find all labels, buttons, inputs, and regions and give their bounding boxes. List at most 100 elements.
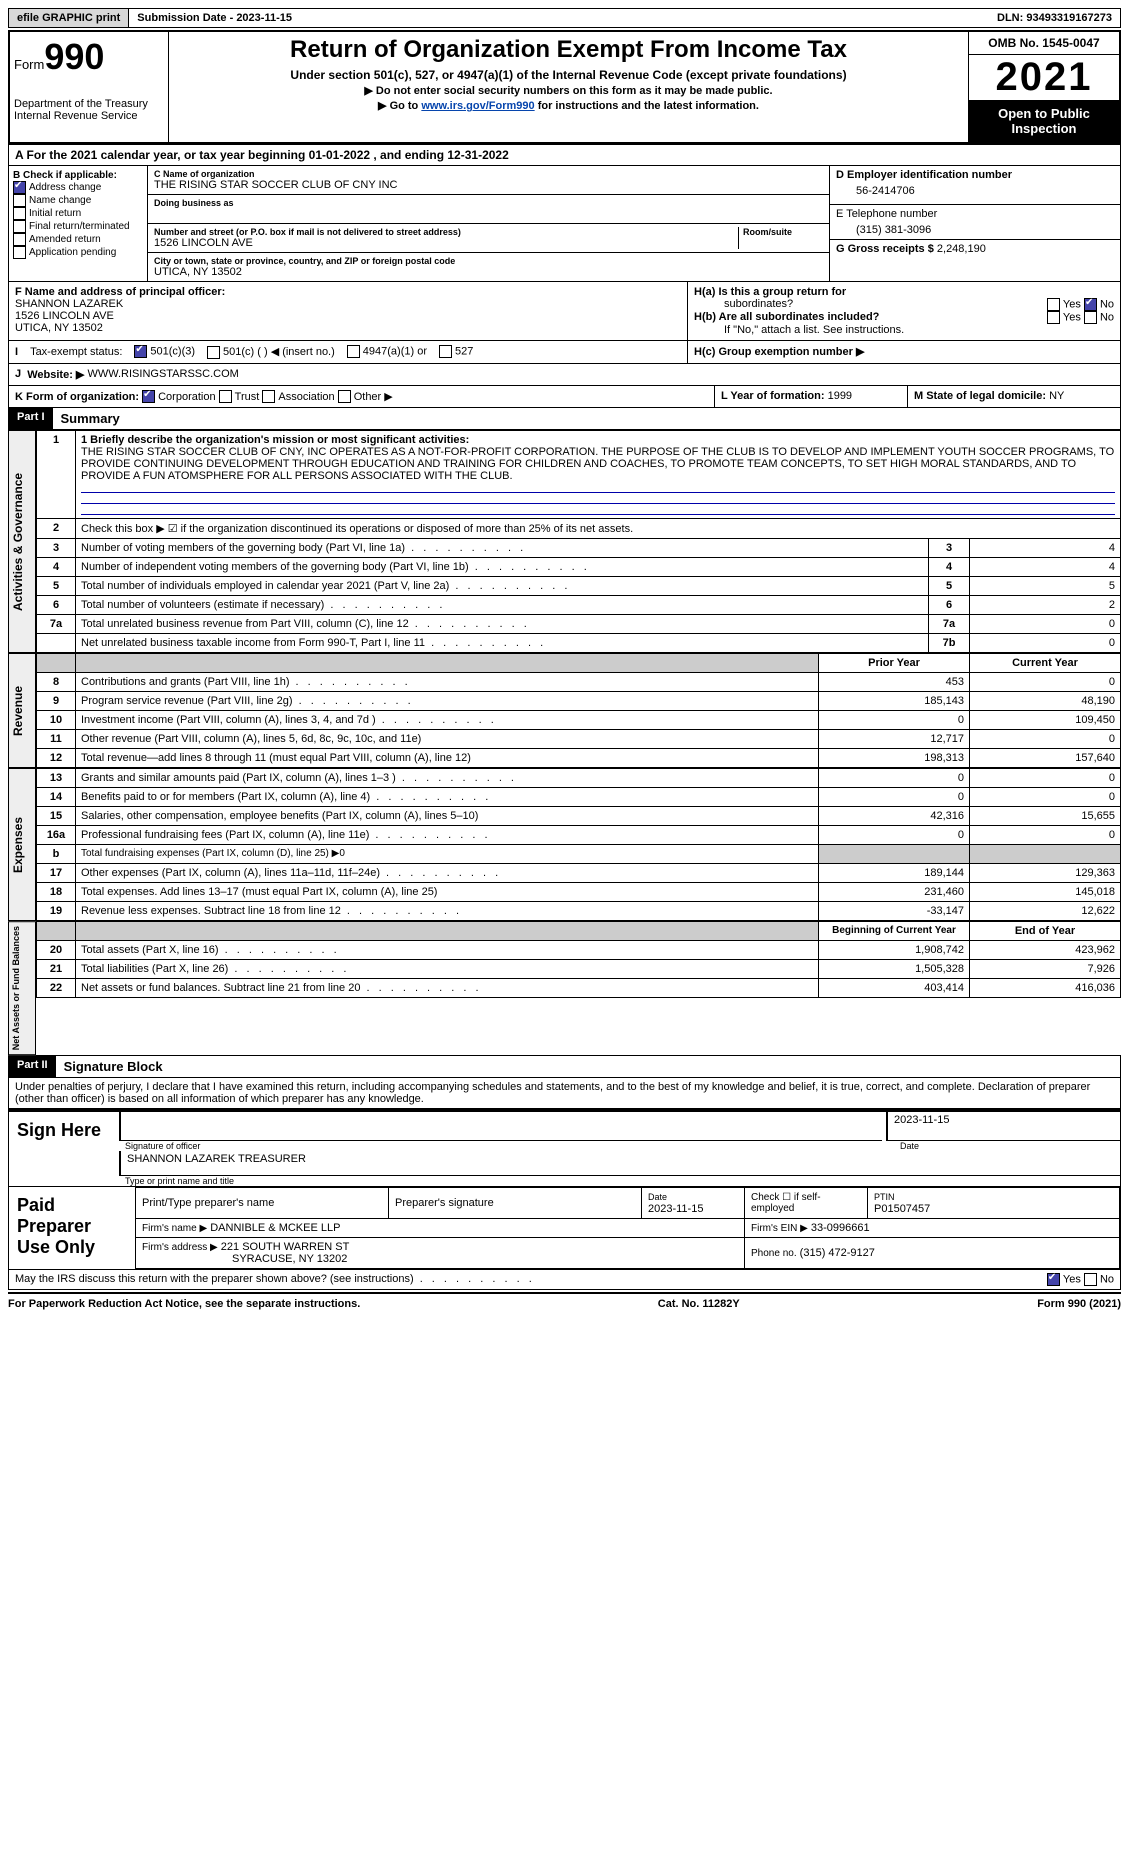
line21-cy: 7,926 bbox=[970, 960, 1121, 979]
line13-cy: 0 bbox=[970, 769, 1121, 788]
chk-final-return[interactable] bbox=[13, 220, 26, 233]
dln: DLN: 93493319167273 bbox=[989, 9, 1120, 27]
line20-py: 1,908,742 bbox=[819, 941, 970, 960]
irs-label: Internal Revenue Service bbox=[14, 110, 164, 122]
line22-cy: 416,036 bbox=[970, 979, 1121, 998]
chk-other[interactable] bbox=[338, 390, 351, 403]
chk-corp[interactable] bbox=[142, 390, 155, 403]
line11-cy: 0 bbox=[970, 730, 1121, 749]
line4-val: 4 bbox=[970, 558, 1121, 577]
chk-4947[interactable] bbox=[347, 345, 360, 358]
line22-py: 403,414 bbox=[819, 979, 970, 998]
mission-text: THE RISING STAR SOCCER CLUB OF CNY, INC … bbox=[81, 446, 1115, 482]
line20-cy: 423,962 bbox=[970, 941, 1121, 960]
row-a-tax-year: A For the 2021 calendar year, or tax yea… bbox=[8, 145, 1121, 166]
chk-ha-yes[interactable] bbox=[1047, 298, 1060, 311]
street-address: 1526 LINCOLN AVE bbox=[154, 237, 734, 249]
line14-py: 0 bbox=[819, 788, 970, 807]
form990-link[interactable]: www.irs.gov/Form990 bbox=[421, 100, 534, 112]
form990-label: Form990 bbox=[14, 36, 164, 78]
part1-header: Part I Summary bbox=[8, 408, 1121, 430]
officer-name: SHANNON LAZAREK bbox=[15, 298, 681, 310]
chk-trust[interactable] bbox=[219, 390, 232, 403]
side-expenses: Expenses bbox=[8, 768, 36, 921]
line15-py: 42,316 bbox=[819, 807, 970, 826]
chk-501c[interactable] bbox=[207, 346, 220, 359]
form-header: Form990 Department of the Treasury Inter… bbox=[8, 30, 1121, 145]
side-netassets: Net Assets or Fund Balances bbox=[8, 921, 36, 1055]
section-revenue: Revenue Prior YearCurrent Year 8Contribu… bbox=[8, 653, 1121, 768]
col-d-ein: D Employer identification number 56-2414… bbox=[829, 166, 1120, 281]
line11-py: 12,717 bbox=[819, 730, 970, 749]
line17-cy: 129,363 bbox=[970, 864, 1121, 883]
efile-label: efile GRAPHIC print bbox=[9, 9, 129, 27]
col-c-org: C Name of organization THE RISING STAR S… bbox=[148, 166, 829, 281]
row-j-website: J Website: ▶ WWW.RISINGSTARSSC.COM bbox=[8, 364, 1121, 386]
dept-label: Department of the Treasury bbox=[14, 98, 164, 110]
sign-date: 2023-11-15 bbox=[894, 1114, 949, 1126]
chk-hb-no[interactable] bbox=[1084, 311, 1097, 324]
open-to-public: Open to Public Inspection bbox=[969, 100, 1119, 142]
chk-discuss-yes[interactable] bbox=[1047, 1273, 1060, 1286]
telephone: (315) 381-3096 bbox=[836, 220, 1114, 236]
gross-receipts: 2,248,190 bbox=[937, 243, 986, 255]
chk-amended-return[interactable] bbox=[13, 233, 26, 246]
discuss-row: May the IRS discuss this return with the… bbox=[8, 1270, 1121, 1290]
website-value: WWW.RISINGSTARSSC.COM bbox=[87, 368, 238, 381]
line6-val: 2 bbox=[970, 596, 1121, 615]
chk-application-pending[interactable] bbox=[13, 246, 26, 259]
line8-cy: 0 bbox=[970, 673, 1121, 692]
section-expenses: Expenses 13Grants and similar amounts pa… bbox=[8, 768, 1121, 921]
line12-cy: 157,640 bbox=[970, 749, 1121, 768]
state-domicile: NY bbox=[1049, 390, 1064, 402]
line10-cy: 109,450 bbox=[970, 711, 1121, 730]
line5-val: 5 bbox=[970, 577, 1121, 596]
chk-address-change[interactable] bbox=[13, 181, 26, 194]
form-title: Return of Organization Exempt From Incom… bbox=[173, 36, 964, 64]
line16a-py: 0 bbox=[819, 826, 970, 845]
chk-hb-yes[interactable] bbox=[1047, 311, 1060, 324]
line16b-cy bbox=[970, 845, 1121, 864]
topbar: efile GRAPHIC print Submission Date - 20… bbox=[8, 8, 1121, 28]
line17-py: 189,144 bbox=[819, 864, 970, 883]
chk-assoc[interactable] bbox=[262, 390, 275, 403]
section-governance: Activities & Governance 1 1 Briefly desc… bbox=[8, 430, 1121, 653]
chk-527[interactable] bbox=[439, 345, 452, 358]
line9-cy: 48,190 bbox=[970, 692, 1121, 711]
line9-py: 185,143 bbox=[819, 692, 970, 711]
paid-preparer-block: Paid Preparer Use Only Print/Type prepar… bbox=[8, 1187, 1121, 1270]
line3-val: 4 bbox=[970, 539, 1121, 558]
firm-address: 221 SOUTH WARREN ST bbox=[221, 1241, 350, 1253]
row-i-hc: ITax-exempt status: 501(c)(3) 501(c) ( )… bbox=[8, 341, 1121, 364]
line19-cy: 12,622 bbox=[970, 902, 1121, 921]
chk-name-change[interactable] bbox=[13, 194, 26, 207]
ein-value: 56-2414706 bbox=[836, 181, 1114, 201]
paid-preparer-label: Paid Preparer Use Only bbox=[9, 1187, 135, 1269]
chk-discuss-no[interactable] bbox=[1084, 1273, 1097, 1286]
chk-initial-return[interactable] bbox=[13, 207, 26, 220]
side-revenue: Revenue bbox=[8, 653, 36, 768]
col-b-checkboxes: B Check if applicable: Address change Na… bbox=[9, 166, 148, 281]
tax-year: 2021 bbox=[969, 55, 1119, 100]
officer-addr2: UTICA, NY 13502 bbox=[15, 322, 681, 334]
officer-name-title: SHANNON LAZAREK TREASURER bbox=[127, 1153, 306, 1165]
line16b-py bbox=[819, 845, 970, 864]
subtitle-2: ▶ Do not enter social security numbers o… bbox=[173, 84, 964, 97]
line13-py: 0 bbox=[819, 769, 970, 788]
declaration: Under penalties of perjury, I declare th… bbox=[8, 1078, 1121, 1109]
row-klm: K Form of organization: Corporation Trus… bbox=[8, 386, 1121, 409]
line16a-cy: 0 bbox=[970, 826, 1121, 845]
year-formation: 1999 bbox=[828, 390, 852, 402]
officer-addr1: 1526 LINCOLN AVE bbox=[15, 310, 681, 322]
subtitle-1: Under section 501(c), 527, or 4947(a)(1)… bbox=[173, 68, 964, 82]
line7b-val: 0 bbox=[970, 634, 1121, 653]
chk-ha-no[interactable] bbox=[1084, 298, 1097, 311]
org-name: THE RISING STAR SOCCER CLUB OF CNY INC bbox=[154, 179, 823, 191]
line7a-val: 0 bbox=[970, 615, 1121, 634]
page-footer: For Paperwork Reduction Act Notice, see … bbox=[8, 1292, 1121, 1314]
omb-number: OMB No. 1545-0047 bbox=[969, 32, 1119, 55]
line10-py: 0 bbox=[819, 711, 970, 730]
chk-501c3[interactable] bbox=[134, 345, 147, 358]
line15-cy: 15,655 bbox=[970, 807, 1121, 826]
firm-phone: (315) 472-9127 bbox=[800, 1247, 875, 1259]
